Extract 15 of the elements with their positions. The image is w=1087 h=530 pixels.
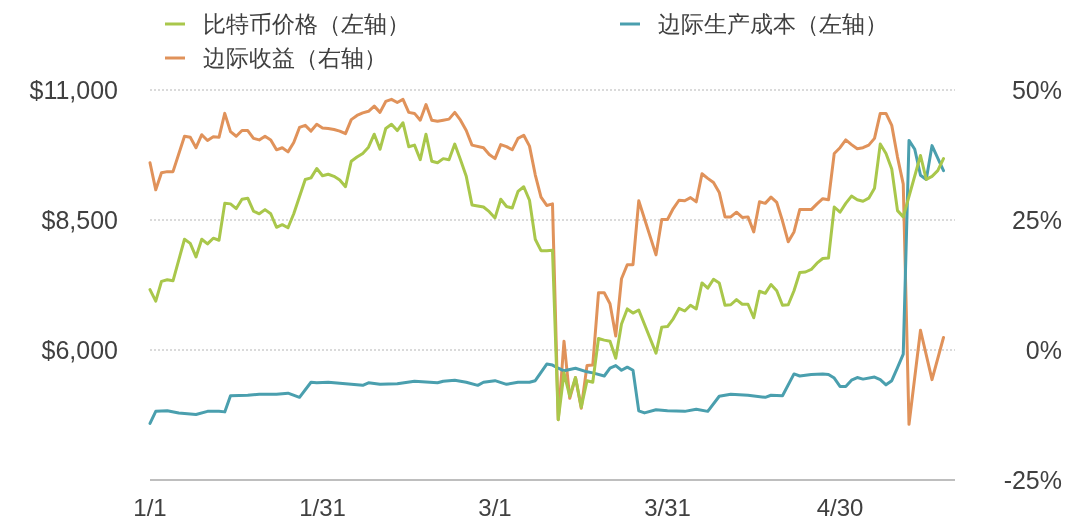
y-tick-label: $8,500 (41, 206, 118, 234)
x-tick-label: 3/31 (644, 494, 691, 521)
y2-tick-label: 0% (1025, 336, 1062, 364)
x-tick-label: 1/1 (133, 494, 167, 521)
y-tick-label: $6,000 (41, 336, 118, 364)
legend-label: 边际生产成本（左轴） (658, 11, 888, 37)
x-tick-label: 1/31 (299, 494, 346, 521)
y2-tick-label: -25% (1003, 466, 1062, 494)
y-tick-label: $11,000 (29, 76, 118, 104)
y2-tick-label: 50% (1011, 76, 1062, 104)
x-tick-label: 4/30 (816, 494, 864, 521)
x-tick-label: 3/1 (478, 494, 512, 521)
legend-label: 边际收益（右轴） (203, 45, 387, 71)
legend-label: 比特币价格（左轴） (203, 11, 410, 37)
y2-tick-label: 25% (1011, 206, 1062, 234)
